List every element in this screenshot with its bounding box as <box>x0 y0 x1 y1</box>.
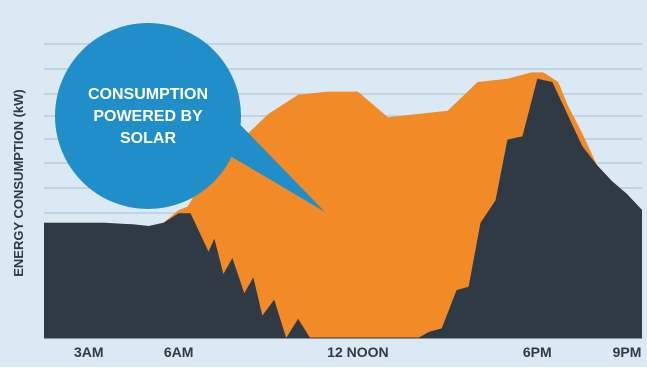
callout-line: CONSUMPTION <box>88 86 208 103</box>
x-tick-label: 6AM <box>164 344 194 360</box>
y-axis-label: ENERGY CONSUMPTION (kW) <box>11 89 26 277</box>
callout-line: POWERED BY <box>93 108 203 125</box>
callout-text: CONSUMPTION POWERED BY SOLAR <box>88 86 208 147</box>
consumption-area <box>44 78 642 339</box>
x-tick-label: 9PM <box>613 344 642 360</box>
x-tick-labels: 3AM 6AM 12 NOON 6PM 9PM <box>74 344 641 360</box>
x-tick-label: 6PM <box>523 344 552 360</box>
callout-line: SOLAR <box>120 130 176 147</box>
x-tick-label: 3AM <box>74 344 104 360</box>
callout-bubble <box>55 23 241 209</box>
solar-callout: CONSUMPTION POWERED BY SOLAR <box>55 23 325 212</box>
x-tick-label: 12 NOON <box>327 344 388 360</box>
